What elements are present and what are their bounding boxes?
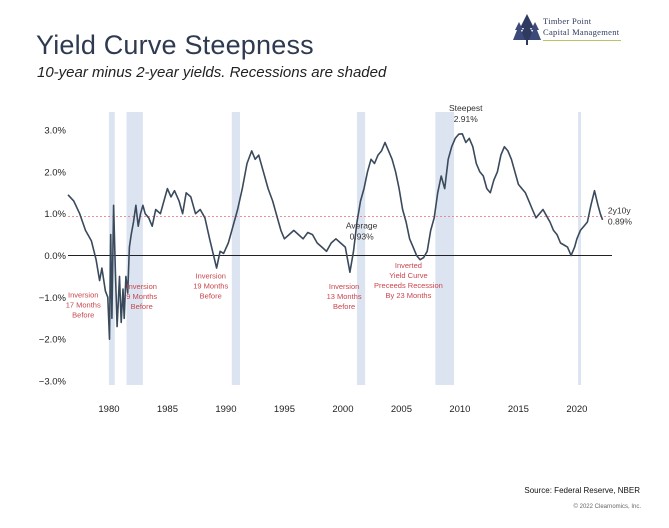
x-tick-label: 1980	[98, 404, 119, 415]
logo-line-1: Timber Point	[543, 16, 592, 26]
company-logo-text: Timber Point Capital Management	[543, 16, 619, 38]
y-tick-label: 0.0%	[44, 251, 66, 262]
y-tick-label: 3.0%	[44, 126, 66, 137]
y-tick-label: −3.0%	[39, 377, 67, 388]
x-tick-label: 2005	[391, 404, 412, 415]
annotation-label: Inverted Yield Curve Preceeds Recession By …	[374, 261, 443, 300]
yield-curve-line	[67, 133, 604, 340]
recession-band-2	[231, 112, 240, 385]
x-tick-label: 2015	[508, 404, 529, 415]
y-tick-label: −2.0%	[39, 335, 67, 346]
copyright-note: © 2022 Clearnomics, Inc.	[573, 504, 641, 510]
annotation-label: Inversion 17 Months Before	[66, 290, 101, 319]
y-tick-label: 1.0%	[44, 209, 66, 220]
chart-title: Yield Curve Steepness	[36, 30, 314, 60]
recession-band-4	[435, 112, 455, 385]
logo-line-2: Capital Management	[543, 27, 620, 37]
source-note: Source: Federal Reserve, NBER	[524, 486, 640, 495]
recession-band-0	[108, 112, 115, 385]
annotation-label: 2y10y 0.89%	[608, 206, 633, 227]
recession-band-5	[578, 112, 581, 385]
annotation-label: Inversion 19 Months Before	[193, 272, 228, 301]
annotation-label: Steepest 2.91%	[449, 103, 483, 124]
pine-trees-icon	[513, 14, 541, 45]
annotation-label: Inversion 9 Months Before	[126, 282, 157, 311]
recession-band-1	[126, 112, 143, 385]
x-tick-label: 2010	[449, 404, 470, 415]
chart-subtitle: 10-year minus 2-year yields. Recessions …	[37, 64, 387, 81]
y-tick-label: −1.0%	[39, 293, 67, 304]
x-tick-label: 1995	[274, 404, 295, 415]
x-tick-label: 1990	[215, 404, 236, 415]
y-tick-label: 2.0%	[44, 167, 66, 178]
logo-underline	[543, 40, 621, 41]
x-tick-label: 1985	[157, 404, 178, 415]
x-tick-label: 2000	[332, 404, 353, 415]
annotation-label: Inversion 13 Months Before	[327, 282, 362, 311]
annotation-label: Average 0.93%	[346, 220, 378, 241]
recession-band-3	[356, 112, 366, 385]
x-tick-label: 2020	[566, 404, 587, 415]
